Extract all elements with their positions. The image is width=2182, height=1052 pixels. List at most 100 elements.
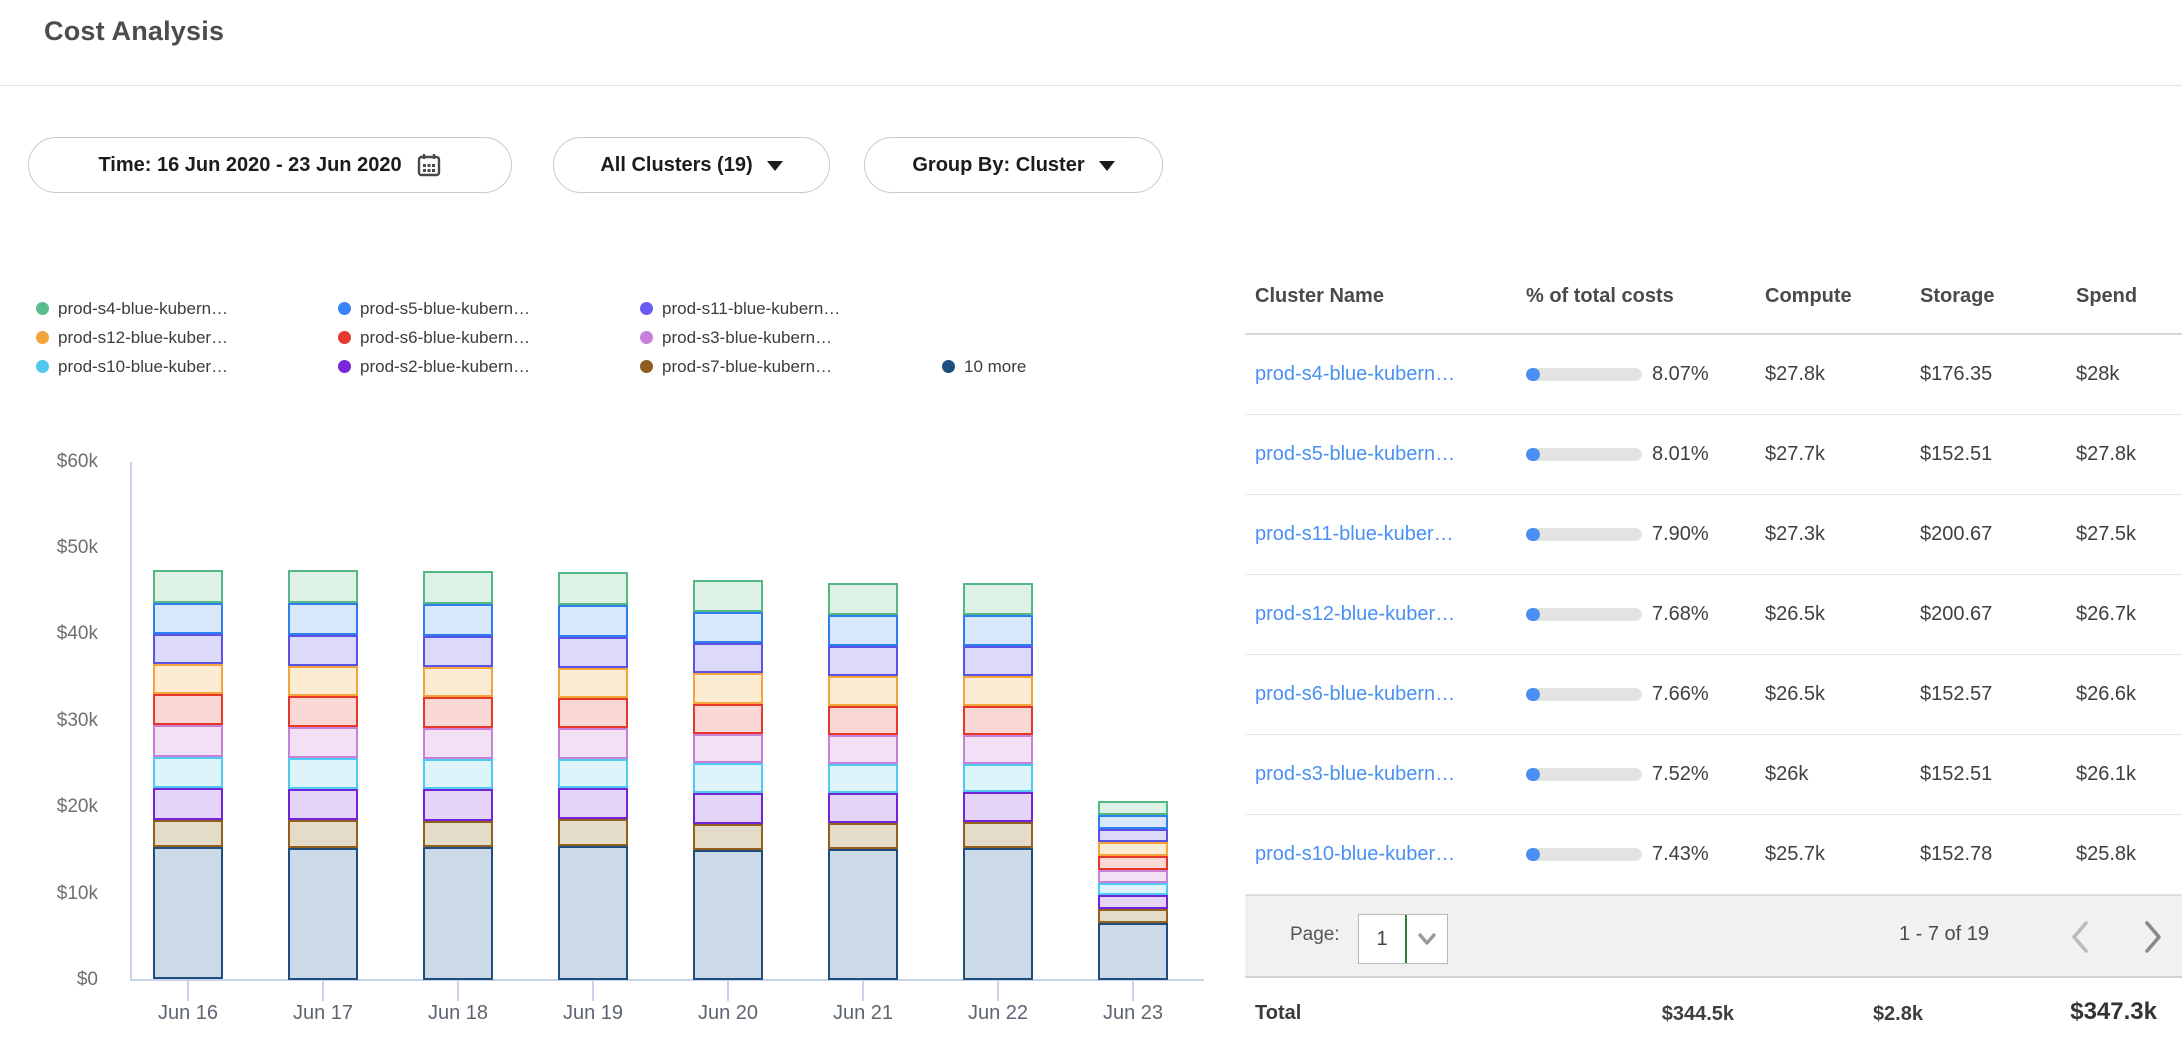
bar-segment[interactable] — [558, 758, 628, 788]
bar-segment[interactable] — [693, 703, 763, 734]
bar-segment[interactable] — [288, 848, 358, 981]
stacked-bar-jun-19[interactable] — [558, 572, 628, 980]
bar-segment[interactable] — [288, 696, 358, 728]
bar-segment[interactable] — [153, 757, 223, 788]
bar-segment[interactable] — [828, 614, 898, 647]
bar-segment[interactable] — [288, 634, 358, 666]
bar-segment[interactable] — [288, 665, 358, 697]
bar-segment[interactable] — [963, 614, 1033, 647]
bar-segment[interactable] — [423, 728, 493, 760]
stacked-bar-jun-21[interactable] — [828, 583, 898, 980]
bar-segment[interactable] — [153, 664, 223, 695]
bar-segment[interactable] — [423, 820, 493, 848]
bar-segment[interactable] — [963, 792, 1033, 823]
bar-segment[interactable] — [423, 635, 493, 667]
bar-segment[interactable] — [153, 694, 223, 726]
bar-segment[interactable] — [558, 667, 628, 699]
bar-segment[interactable] — [153, 602, 223, 634]
clusters-filter-dropdown[interactable]: All Clusters (19) — [553, 137, 830, 193]
bar-segment[interactable] — [828, 764, 898, 793]
bar-segment[interactable] — [1098, 922, 1168, 980]
bar-segment[interactable] — [828, 823, 898, 850]
bar-segment[interactable] — [693, 611, 763, 644]
bar-segment[interactable] — [828, 676, 898, 706]
cluster-name-link[interactable]: prod-s4-blue-kubern… — [1255, 363, 1456, 385]
bar-segment[interactable] — [1098, 908, 1168, 923]
stacked-bar-jun-20[interactable] — [693, 580, 763, 980]
bar-segment[interactable] — [153, 847, 223, 980]
legend-item[interactable]: prod-s6-blue-kubern… — [338, 328, 640, 348]
bar-segment[interactable] — [693, 673, 763, 704]
stacked-bar-jun-16[interactable] — [153, 570, 223, 980]
group-by-dropdown[interactable]: Group By: Cluster — [864, 137, 1163, 193]
bar-segment[interactable] — [693, 792, 763, 824]
bar-segment[interactable] — [963, 848, 1033, 981]
bar-segment[interactable] — [963, 822, 1033, 849]
bar-segment[interactable] — [558, 728, 628, 759]
bar-segment[interactable] — [153, 725, 223, 758]
bar-segment[interactable] — [423, 666, 493, 698]
bar-segment[interactable] — [693, 850, 763, 980]
cluster-name-link[interactable]: prod-s6-blue-kubern… — [1255, 683, 1456, 705]
stacked-bar-jun-22[interactable] — [963, 583, 1033, 981]
bar-segment[interactable] — [558, 604, 628, 637]
legend-item[interactable]: prod-s12-blue-kuber… — [36, 328, 338, 348]
cluster-name-link[interactable]: prod-s12-blue-kuber… — [1255, 603, 1456, 625]
legend-item[interactable]: prod-s11-blue-kubern… — [640, 299, 840, 319]
bar-segment[interactable] — [1098, 814, 1168, 829]
bar-segment[interactable] — [963, 676, 1033, 706]
bar-segment[interactable] — [288, 758, 358, 789]
bar-segment[interactable] — [693, 643, 763, 674]
bar-segment[interactable] — [558, 572, 628, 605]
bar-segment[interactable] — [558, 787, 628, 820]
bar-segment[interactable] — [963, 583, 1033, 615]
stacked-bar-jun-17[interactable] — [288, 570, 358, 981]
stacked-bar-jun-23[interactable] — [1098, 801, 1168, 980]
bar-segment[interactable] — [423, 788, 493, 821]
bar-segment[interactable] — [693, 763, 763, 793]
bar-segment[interactable] — [828, 735, 898, 765]
bar-segment[interactable] — [828, 849, 898, 980]
bar-segment[interactable] — [423, 759, 493, 789]
previous-page-button[interactable] — [2057, 914, 2103, 960]
bar-segment[interactable] — [1098, 895, 1168, 909]
bar-segment[interactable] — [153, 570, 223, 603]
bar-segment[interactable] — [558, 845, 628, 980]
bar-segment[interactable] — [693, 580, 763, 612]
bar-segment[interactable] — [423, 847, 493, 980]
bar-segment[interactable] — [963, 646, 1033, 677]
cluster-name-link[interactable]: prod-s3-blue-kubern… — [1255, 763, 1456, 785]
legend-item[interactable]: prod-s7-blue-kubern… — [640, 357, 942, 377]
bar-segment[interactable] — [423, 697, 493, 729]
bar-segment[interactable] — [828, 646, 898, 677]
bar-segment[interactable] — [558, 819, 628, 846]
bar-segment[interactable] — [1098, 883, 1168, 896]
bar-segment[interactable] — [423, 571, 493, 604]
legend-item[interactable]: prod-s5-blue-kubern… — [338, 299, 640, 319]
bar-segment[interactable] — [423, 603, 493, 636]
bar-segment[interactable] — [828, 792, 898, 824]
bar-segment[interactable] — [963, 735, 1033, 764]
bar-segment[interactable] — [1098, 856, 1168, 871]
legend-item[interactable]: prod-s2-blue-kubern… — [338, 357, 640, 377]
page-select[interactable]: 1 — [1358, 914, 1448, 964]
cluster-name-link[interactable]: prod-s5-blue-kubern… — [1255, 443, 1456, 465]
bar-segment[interactable] — [558, 636, 628, 668]
bar-segment[interactable] — [288, 602, 358, 635]
bar-segment[interactable] — [288, 820, 358, 849]
legend-item[interactable]: prod-s4-blue-kubern… — [36, 299, 338, 319]
legend-item[interactable]: 10 more — [942, 357, 1026, 377]
bar-segment[interactable] — [693, 733, 763, 764]
bar-segment[interactable] — [1098, 801, 1168, 815]
bar-segment[interactable] — [153, 633, 223, 665]
bar-segment[interactable] — [1098, 841, 1168, 857]
bar-segment[interactable] — [963, 763, 1033, 793]
bar-segment[interactable] — [288, 788, 358, 821]
bar-segment[interactable] — [1098, 870, 1168, 884]
legend-item[interactable]: prod-s3-blue-kubern… — [640, 328, 832, 348]
bar-segment[interactable] — [153, 819, 223, 848]
bar-segment[interactable] — [963, 705, 1033, 736]
bar-segment[interactable] — [828, 583, 898, 615]
bar-segment[interactable] — [153, 787, 223, 820]
time-range-filter[interactable]: Time: 16 Jun 2020 - 23 Jun 2020 — [28, 137, 512, 193]
